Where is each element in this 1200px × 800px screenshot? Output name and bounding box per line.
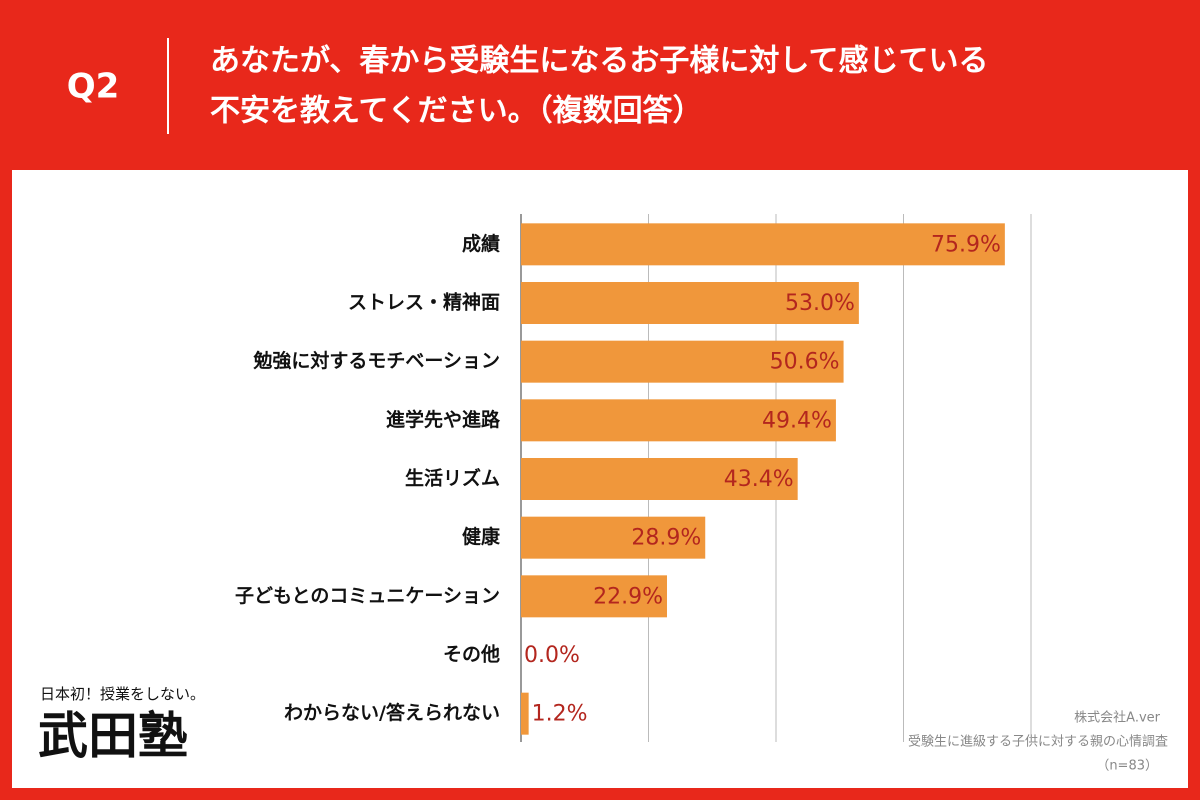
bar <box>521 692 529 735</box>
value-label: 75.9% <box>931 232 1001 257</box>
bar <box>521 223 1005 266</box>
bar <box>521 399 836 442</box>
value-label: 43.4% <box>724 467 794 492</box>
source: （n=83） <box>1096 759 1158 774</box>
y-tick-label: 生活リズム <box>405 467 500 490</box>
value-label: 50.6% <box>770 350 840 375</box>
bar <box>521 340 844 383</box>
source: 株式会社A.ver <box>1074 710 1160 726</box>
value-label: 53.0% <box>785 291 855 316</box>
source: 受験生に進級する子供に対する親の心情調査 <box>908 735 1168 750</box>
bar <box>521 575 667 618</box>
value-label: 28.9% <box>631 526 701 551</box>
y-tick-label: ストレス・精神面 <box>348 291 500 314</box>
logo-name: 武田塾 <box>38 706 188 765</box>
question-label: Q2 <box>67 67 120 107</box>
y-tick-label: 健康 <box>462 525 501 548</box>
bar <box>521 458 798 500</box>
bar <box>521 282 859 324</box>
value-label: 1.2% <box>532 702 588 727</box>
y-tick-label: 勉強に対するモチベーション <box>252 349 500 372</box>
value-label: 49.4% <box>762 408 832 433</box>
chart-title: 不安を教えてください。（複数回答） <box>210 94 703 129</box>
y-tick-label: その他 <box>443 643 500 666</box>
value-label: 0.0% <box>524 643 580 668</box>
y-tick-label: 成績 <box>462 232 500 255</box>
logo-tagline: 日本初！授業をしない。 <box>40 685 205 703</box>
chart-title: あなたが、春から受験生になるお子様に対して感じている <box>210 44 989 79</box>
y-tick-label: 子どもとのコミュニケーション <box>235 585 500 607</box>
y-tick-label: 進学先や進路 <box>386 408 501 431</box>
bar <box>521 516 706 559</box>
y-tick-label: わからない/答えられない <box>284 701 500 724</box>
value-label: 22.9% <box>593 584 663 609</box>
